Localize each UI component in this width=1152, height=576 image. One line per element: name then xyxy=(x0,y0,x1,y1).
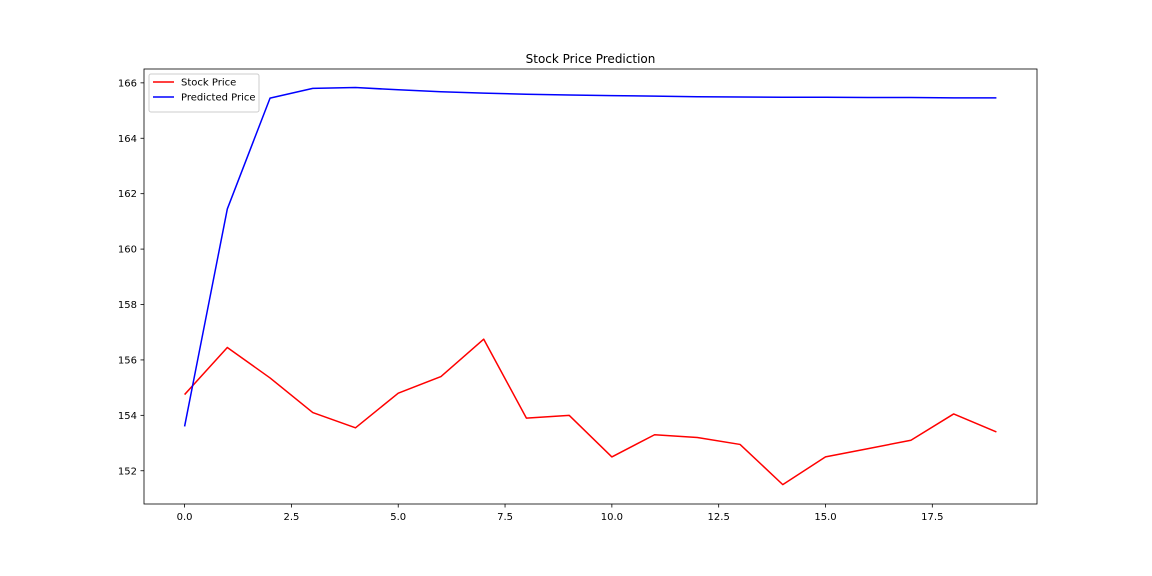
x-tick-label: 0.0 xyxy=(177,512,193,523)
legend-box xyxy=(148,73,260,113)
y-tick-label: 152 xyxy=(118,466,137,477)
y-tick-label: 156 xyxy=(118,355,137,366)
chart-title: Stock Price Prediction xyxy=(526,52,656,66)
y-axis: 152 154 156 158 160 162 164 166 xyxy=(118,78,144,477)
series-line-stock-price xyxy=(184,338,997,486)
x-tick-label: 15.0 xyxy=(814,512,836,523)
legend-items: Stock Price Predicted Price xyxy=(153,78,256,104)
y-tick-label: 154 xyxy=(118,411,137,422)
legend: Stock Price Predicted Price xyxy=(148,73,260,113)
x-tick-label: 10.0 xyxy=(601,512,623,523)
y-tick-label: 166 xyxy=(118,78,137,89)
x-tick-label: 7.5 xyxy=(497,512,513,523)
y-tick-label: 162 xyxy=(118,189,137,200)
plot-frame xyxy=(143,68,1038,505)
y-tick-label: 160 xyxy=(118,245,137,256)
y-tick-label: 158 xyxy=(118,300,137,311)
y-tick-label: 164 xyxy=(118,134,137,145)
x-tick-label: 12.5 xyxy=(708,512,730,523)
x-tick-label: 17.5 xyxy=(921,512,943,523)
series-line-predicted-price xyxy=(183,86,997,427)
legend-label: Predicted Price xyxy=(181,93,256,104)
series-layer xyxy=(183,86,997,486)
x-axis: 0.0 2.5 5.0 7.5 10.0 12.5 15.0 17.5 xyxy=(177,504,943,523)
x-tick-label: 5.0 xyxy=(390,512,406,523)
x-tick-label: 2.5 xyxy=(283,512,299,523)
legend-label: Stock Price xyxy=(181,78,236,89)
